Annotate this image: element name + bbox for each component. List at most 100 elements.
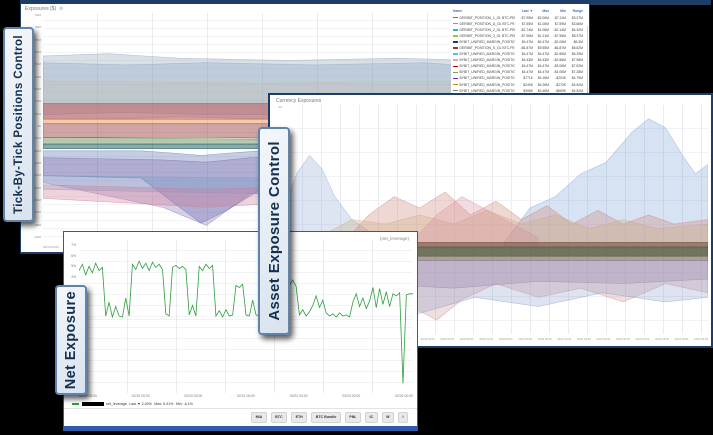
footer-button[interactable]: IC bbox=[365, 412, 378, 423]
y-tick-label: -$3M bbox=[34, 160, 41, 165]
x-tick-label: 02/22 18:00 bbox=[655, 338, 669, 341]
series-color-swatch bbox=[453, 89, 458, 92]
table-row[interactable]: BYBIT_UNIFIED_MARGIN_POSITION_2_OL BTCUS… bbox=[453, 82, 585, 88]
series-name: BYBIT_UNIFIED_MARGIN_POSITION_1_OL BTCUS… bbox=[459, 52, 516, 57]
chart-title-row: Exposures ($) ⚙ bbox=[25, 6, 63, 12]
y-tick-label: -$4M bbox=[34, 173, 41, 178]
table-row[interactable]: DERIBIT_POSITION_2_OL BTC-PERPETUAL_BTC -… bbox=[453, 27, 585, 33]
series-color-swatch bbox=[453, 28, 458, 31]
series-range: $4.32M bbox=[571, 27, 583, 32]
series-name: BYBIT_UNIFIED_MARGIN_POSITION_3_OL BTCUS… bbox=[459, 64, 516, 69]
series-name: BYBIT_UNIFIED_MARGIN_POSITION_3_OL BTCUS… bbox=[459, 88, 516, 93]
footer-button[interactable]: W bbox=[381, 412, 394, 423]
y-tick-label: $5M bbox=[35, 62, 41, 67]
series-color-swatch bbox=[453, 71, 458, 74]
window-top-bar bbox=[20, 0, 711, 5]
series-min: $7.59M bbox=[554, 21, 566, 26]
series-color-swatch bbox=[453, 77, 458, 80]
series-range: $6.3M bbox=[573, 39, 583, 44]
x-tick-label: 02/22 03:00 bbox=[289, 394, 308, 398]
series-max: $4.47M bbox=[537, 64, 549, 69]
series-name: BYBIT_UNIFIED_MARGIN_POSITION_2_OL BTCUS… bbox=[459, 58, 516, 63]
y-axis-labels: $9M $8M $7M $6M $5M $4M $3M $2M $1M $0 -$1M -$2M -$3… bbox=[23, 13, 41, 239]
y-tick-label: $3M bbox=[35, 86, 41, 91]
series-max: $4.47M bbox=[537, 70, 549, 75]
table-row[interactable]: BYBIT_UNIFIED_MARGIN_POSITION_1_OL BTCUS… bbox=[453, 75, 585, 81]
annotation-text: Net Exposure bbox=[63, 290, 79, 390]
column-header[interactable]: Range bbox=[572, 9, 583, 14]
y-tick-label: -$8M bbox=[34, 222, 41, 227]
series-last: -$6.87M bbox=[520, 46, 533, 51]
annotation-text: Asset Exposure Control bbox=[265, 141, 283, 321]
annotation-note-positions-control: Tick-By-Tick Positions Control bbox=[3, 27, 34, 222]
series-min: -$6.87M bbox=[553, 46, 566, 51]
series-max: $4.43M bbox=[537, 58, 549, 63]
x-tick-label: 02/21 06:00 bbox=[537, 338, 552, 341]
column-header[interactable]: Last ▼ bbox=[521, 9, 533, 14]
window-net-leverage: (net_leverage) 7%6%5%4%3%2%1%0%-1%-2%-3%… bbox=[63, 231, 418, 431]
series-name-cell: BYBIT_UNIFIED_MARGIN_POSITION_1_OL BTCUS… bbox=[453, 76, 515, 80]
annotation-note-asset-exposure: Asset Exposure Control bbox=[258, 127, 290, 335]
y-tick-label: 4% bbox=[277, 105, 282, 109]
chart-legend[interactable]: net_leverage Last ▼ 2.40% Max: 5.41% Min… bbox=[72, 401, 193, 407]
y-tick-label: 5% bbox=[71, 264, 76, 269]
footer-button[interactable]: I bbox=[398, 412, 408, 423]
series-range: $7.28M bbox=[571, 70, 583, 75]
series-last: -$7.96M bbox=[520, 33, 533, 38]
series-last: $4.47M bbox=[521, 64, 533, 69]
y-tick-label: -$7M bbox=[34, 210, 41, 215]
series-name-cell: BYBIT_UNIFIED_MARGIN_POSITION_4_OL BTCUS… bbox=[453, 70, 515, 74]
series-min: -$3.56M bbox=[553, 58, 566, 63]
footer-button[interactable]: ETH bbox=[291, 412, 308, 423]
series-last: -$7.95M bbox=[520, 15, 533, 20]
x-tick-label: 02/18 00:00 bbox=[43, 245, 59, 249]
table-row[interactable]: BYBIT_UNIFIED_MARGIN_POSITION_1_OL BTCUS… bbox=[453, 51, 585, 57]
table-row[interactable]: DERIBIT_POSITION_S_OL BTC-PERPETUAL_BTC-… bbox=[453, 45, 585, 51]
y-tick-label: $6M bbox=[35, 49, 41, 54]
legend-min-value: Min: -6.1% bbox=[175, 402, 193, 406]
series-max: $4.47M bbox=[537, 52, 549, 57]
series-range: $7.98M bbox=[571, 58, 583, 63]
x-tick-label: 02/22 12:00 bbox=[635, 338, 650, 341]
footer-button[interactable]: BTC bbox=[270, 412, 288, 423]
footer-button[interactable]: BTC Bundle bbox=[311, 412, 341, 423]
table-row[interactable]: BYBIT_UNIFIED_MARGIN_POSITION_A_OL BTCUS… bbox=[453, 39, 585, 45]
series-last: $4.43M bbox=[521, 58, 533, 63]
footer-button[interactable]: MIA bbox=[251, 412, 267, 423]
series-last: -$2.74M bbox=[520, 27, 533, 32]
series-name-cell: DERIBIT_POSITION_2_OL BTC-PERPETUAL_BTC bbox=[453, 28, 515, 32]
column-header[interactable]: Min bbox=[560, 9, 566, 14]
x-tick-label: 02/20 00:00 bbox=[440, 338, 454, 341]
x-tick-label: 02/18 09:00 bbox=[79, 394, 97, 398]
y-tick-label: $4M bbox=[35, 74, 41, 79]
series-name: DERIBIT_POSITION_A_OL BTC-PERPETUAL_BTC bbox=[459, 21, 516, 26]
footer-button[interactable]: PNL bbox=[344, 412, 361, 423]
series-color-swatch bbox=[453, 83, 458, 86]
table-row[interactable]: BYBIT_UNIFIED_MARGIN_POSITION_3_OL BTCUS… bbox=[453, 63, 585, 69]
series-name-cell: DERIBIT_POSITION_3_OL BTC-PERPETUAL_BTC bbox=[453, 34, 515, 38]
column-header[interactable]: Name bbox=[453, 9, 463, 14]
x-tick-label: 02/20 12:00 bbox=[479, 338, 494, 341]
legend-last-value: Last ▼ 2.40% bbox=[129, 402, 152, 406]
gear-icon[interactable]: ⚙ bbox=[59, 6, 64, 11]
series-color-swatch bbox=[453, 53, 458, 55]
net-leverage-plot-area[interactable] bbox=[79, 240, 413, 393]
series-color-swatch bbox=[453, 35, 458, 37]
legend-color-swatch bbox=[72, 403, 79, 405]
table-row[interactable]: DERIBIT_POSITION_1_OL BTC-PERPETUAL_BTC-… bbox=[453, 15, 585, 21]
x-axis-labels: 02/18 09:00 02/19 00:30 02/20 03:00 02/21 0… bbox=[79, 394, 413, 399]
series-min: -$2.66M bbox=[553, 52, 566, 57]
net-leverage-line-series bbox=[79, 240, 413, 393]
series-max: $2.06M bbox=[537, 15, 549, 20]
table-row[interactable]: BYBIT_UNIFIED_MARGIN_POSITION_3_OL BTCUS… bbox=[453, 88, 585, 94]
series-min: -$7.96M bbox=[553, 33, 566, 38]
series-name: DERIBIT_POSITION_1_OL BTC-PERPETUAL_BTC bbox=[459, 15, 516, 20]
series-max: $1.21M bbox=[537, 33, 549, 38]
redacted-label bbox=[81, 401, 104, 407]
x-tick-label: 02/21 00:00 bbox=[237, 394, 255, 398]
table-row[interactable]: BYBIT_UNIFIED_MARGIN_POSITION_2_OL BTCUS… bbox=[453, 57, 585, 63]
table-row[interactable]: DERIBIT_POSITION_3_OL BTC-PERPETUAL_BTC -… bbox=[453, 33, 585, 39]
table-row[interactable]: BYBIT_UNIFIED_MARGIN_POSITION_4_OL BTCUS… bbox=[453, 69, 585, 75]
table-row[interactable]: DERIBIT_POSITION_A_OL BTC-PERPETUAL_BTC $… bbox=[453, 21, 585, 27]
column-header[interactable]: Max bbox=[542, 9, 549, 14]
